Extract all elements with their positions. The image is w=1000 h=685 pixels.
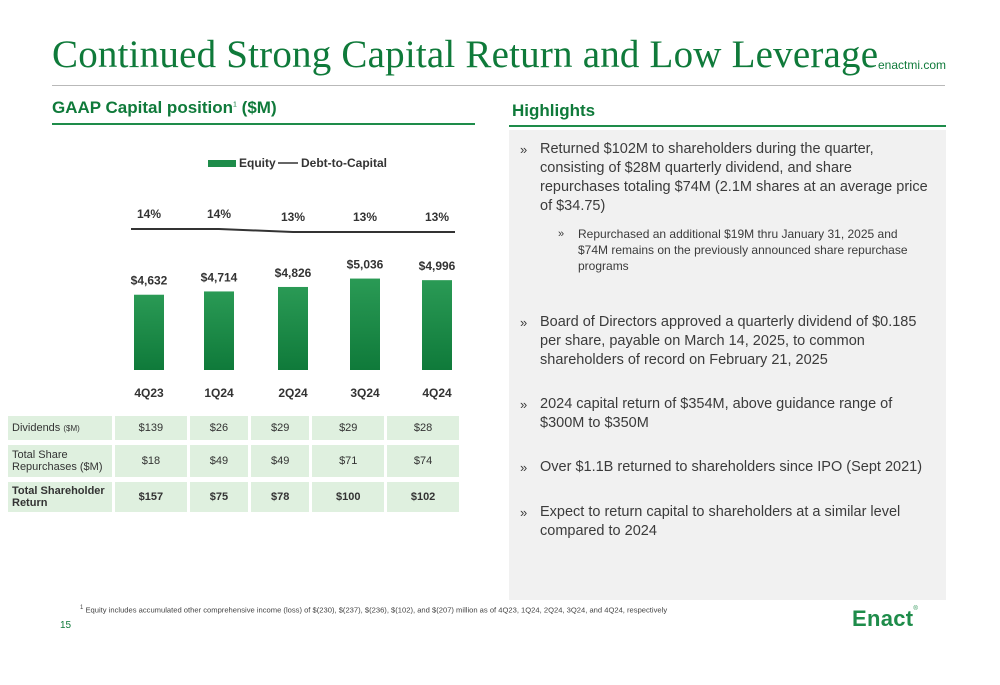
table-cell: $26 [189, 416, 249, 440]
website-link[interactable]: enactmi.com [878, 58, 947, 72]
legend-debt-label: Debt-to-Capital [301, 156, 387, 170]
table-cell: $102 [387, 482, 459, 512]
table-row: Dividends ($M) $139 $26 $29 $29 $28 [8, 416, 459, 440]
debt-to-capital-label: 13% [353, 210, 377, 224]
highlight-item: » Expect to return capital to shareholder… [520, 504, 901, 539]
table-cell: $49 [251, 445, 310, 477]
debt-to-capital-label: 13% [425, 210, 449, 224]
bullet-marker: » [520, 505, 528, 520]
page-title: Continued Strong Capital Return and Low … [52, 33, 879, 76]
table-cell: $28 [387, 416, 459, 440]
x-tick-label: 4Q24 [422, 386, 452, 400]
equity-bar-label: $4,996 [419, 259, 456, 273]
debt-to-capital-label: 14% [137, 207, 161, 221]
table-cell: $18 [115, 445, 187, 477]
bullet-marker: » [520, 397, 528, 412]
page-number: 15 [60, 620, 72, 631]
table-cell: $100 [312, 482, 385, 512]
table-cell: $71 [312, 445, 385, 477]
x-tick-label: 4Q23 [134, 386, 164, 400]
bullet-marker: » [520, 142, 528, 157]
x-tick-label: 2Q24 [278, 386, 308, 400]
equity-bar-label: $4,826 [275, 266, 312, 280]
table-cell: $139 [115, 416, 187, 440]
capital-chart: Equity Debt-to-Capital $4,632 4Q23 $4,714 1Q2… [131, 156, 456, 400]
table-cell: $74 [387, 445, 459, 477]
table-row: Total Shareholder Return $157 $75 $78 $100 $1… [8, 482, 459, 512]
highlight-item: » Over $1.1B returned to shareholders sin… [520, 459, 923, 475]
highlight-item: » Board of Directors approved a quarterly… [520, 314, 917, 368]
row-label: Dividends ($M) [8, 416, 112, 440]
equity-bar [350, 278, 380, 370]
equity-bar [422, 280, 452, 370]
legend-equity-label: Equity [239, 156, 276, 170]
row-label: Total Shareholder Return [8, 482, 112, 512]
highlights-list: » Returned $102M to shareholders during t… [520, 140, 930, 541]
highlight-subitem: » Repurchased an additional $19M thru Jan… [558, 227, 908, 273]
footnote: 1 Equity includes accumulated other comp… [80, 605, 668, 615]
debt-to-capital-label: 13% [281, 210, 305, 224]
table-cell: $78 [251, 482, 310, 512]
bullet-marker: » [520, 315, 528, 330]
equity-bar-label: $5,036 [347, 258, 384, 272]
title-divider [52, 85, 945, 86]
table-cell: $157 [115, 482, 187, 512]
equity-bar-label: $4,632 [131, 274, 168, 288]
capital-position-heading: GAAP Capital position1 ($M) [52, 98, 277, 117]
debt-to-capital-label: 14% [207, 207, 231, 221]
legend-equity-swatch [208, 160, 236, 167]
table-cell: $75 [189, 482, 249, 512]
x-tick-label: 1Q24 [204, 386, 234, 400]
equity-bar [204, 291, 234, 370]
highlights-panel [509, 130, 946, 600]
x-tick-label: 3Q24 [350, 386, 380, 400]
table-cell: $49 [189, 445, 249, 477]
highlights-heading: Highlights [512, 101, 596, 120]
bullet-marker: » [558, 228, 565, 240]
equity-bar-label: $4,714 [201, 270, 238, 284]
table-row: Total Share Repurchases ($M) $18 $49 $49 $71… [8, 445, 459, 477]
equity-bar [278, 286, 308, 370]
equity-bar [134, 294, 164, 370]
left-heading-divider [52, 123, 475, 125]
highlights-divider [509, 125, 946, 127]
bullet-marker: » [520, 460, 528, 475]
capital-return-table: Dividends ($M) $139 $26 $29 $29 $28 Total Shar… [5, 411, 462, 517]
debt-to-capital-line [131, 228, 455, 233]
highlight-item: » Returned $102M to shareholders during t… [520, 141, 928, 214]
row-label: Total Share Repurchases ($M) [8, 445, 112, 477]
table-cell: $29 [251, 416, 310, 440]
table-cell: $29 [312, 416, 385, 440]
highlight-item: » 2024 capital return of $354M, above gui… [520, 396, 893, 431]
enact-logo: Enact® [852, 606, 919, 631]
